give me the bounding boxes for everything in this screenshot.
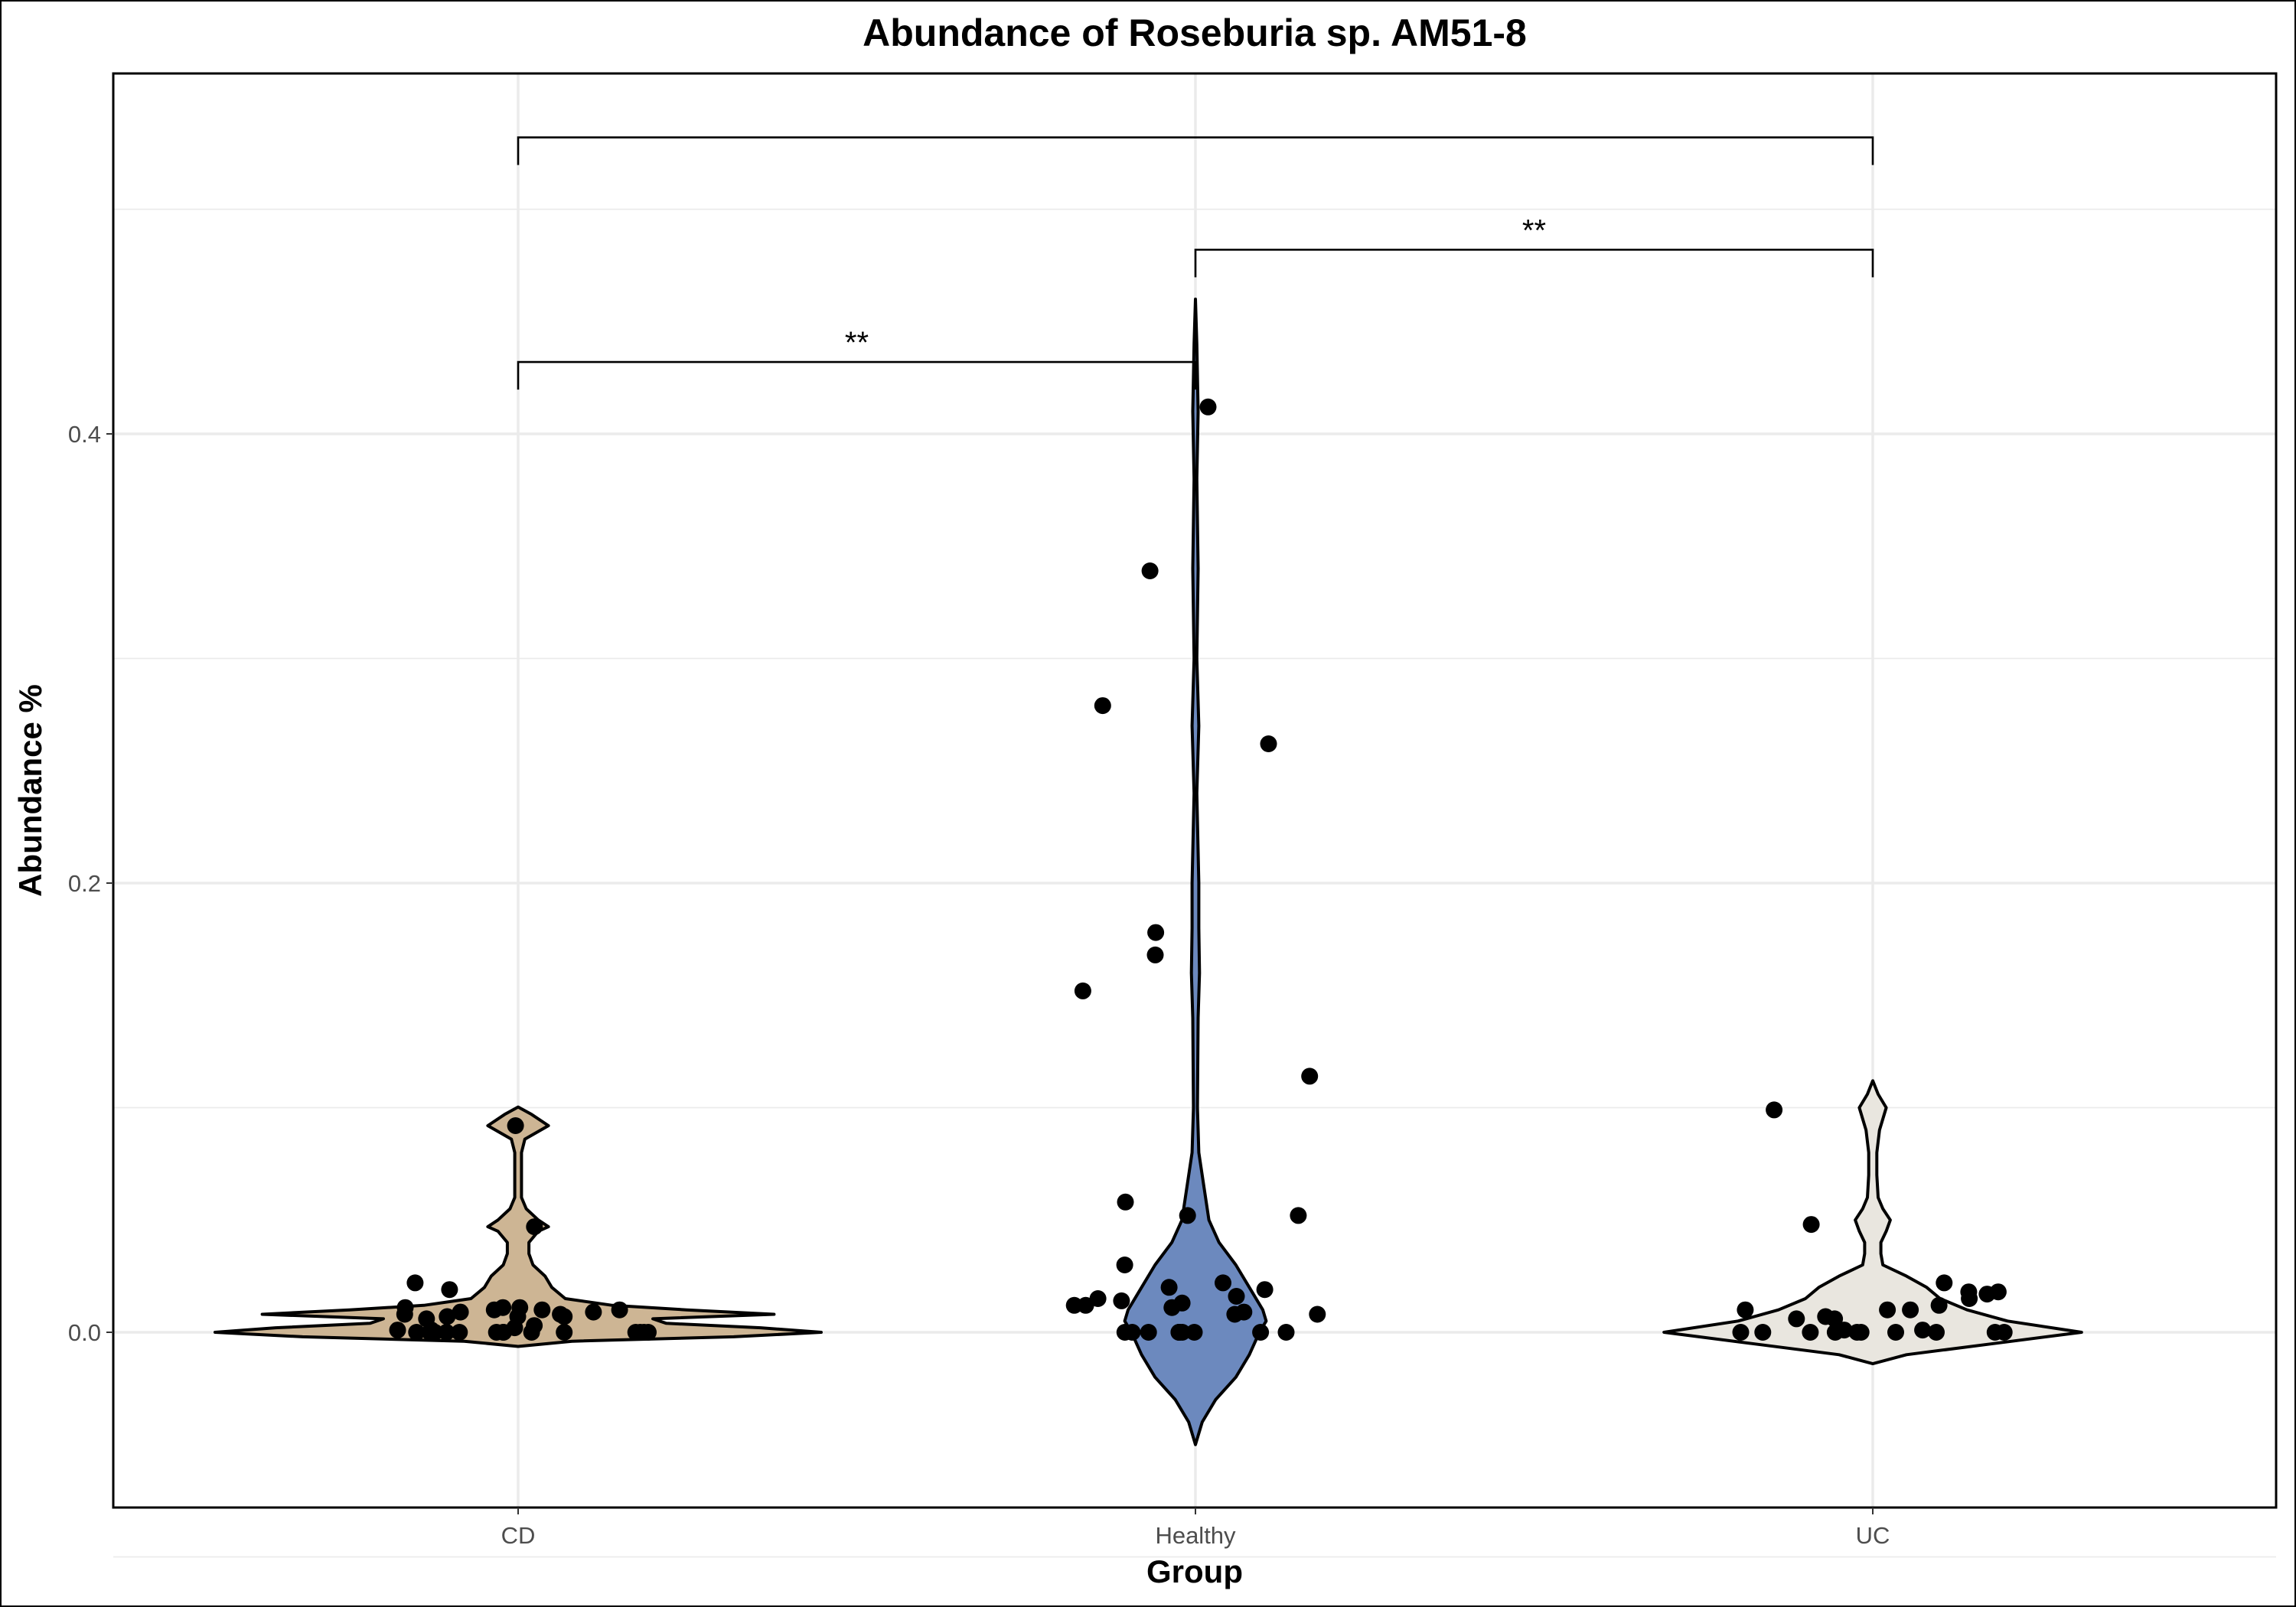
data-point-healthy xyxy=(1256,1281,1274,1299)
axis-ticks: 0.0 0.2 0.4 CD Healthy UC xyxy=(68,421,1890,1549)
significance-bracket xyxy=(517,136,1874,165)
data-point-healthy xyxy=(1094,697,1111,715)
data-point-cd xyxy=(406,1274,424,1292)
data-point-healthy xyxy=(1065,1296,1083,1314)
y-axis-title: Abundance % xyxy=(12,684,48,897)
data-point-healthy xyxy=(1215,1274,1231,1292)
significance-label: ** xyxy=(1522,214,1546,247)
data-point-healthy xyxy=(1179,1207,1196,1224)
y-tick-label: 0.4 xyxy=(68,421,101,448)
data-point-uc xyxy=(1802,1216,1820,1234)
data-point-cd xyxy=(439,1308,456,1325)
data-point-healthy xyxy=(1163,1299,1181,1316)
significance-label: ** xyxy=(845,326,869,360)
data-point-uc xyxy=(1826,1324,1844,1341)
data-point-healthy xyxy=(1141,562,1159,579)
data-point-uc xyxy=(1788,1310,1805,1328)
data-points xyxy=(389,398,2013,1341)
data-point-cd xyxy=(585,1303,602,1321)
data-point-healthy xyxy=(1116,1324,1133,1341)
x-tick-label: CD xyxy=(501,1522,536,1549)
data-point-healthy xyxy=(1309,1305,1326,1323)
data-point-healthy xyxy=(1228,1288,1245,1305)
violin-uc xyxy=(1662,1079,2083,1366)
significance-brackets: ** ** xyxy=(517,136,1874,390)
data-point-cd xyxy=(408,1324,426,1341)
data-point-healthy xyxy=(1113,1292,1130,1309)
data-point-healthy xyxy=(1252,1324,1270,1341)
data-point-uc xyxy=(1826,1310,1844,1328)
significance-bracket xyxy=(517,360,1197,390)
data-point-cd xyxy=(507,1117,524,1134)
y-tick-label: 0.2 xyxy=(68,870,101,897)
data-point-uc xyxy=(1802,1324,1819,1341)
data-point-healthy xyxy=(1170,1324,1188,1341)
y-tick-label: 0.0 xyxy=(68,1319,101,1346)
data-point-cd xyxy=(640,1324,657,1341)
data-point-uc xyxy=(1766,1101,1783,1119)
data-point-healthy xyxy=(1074,982,1091,999)
data-point-cd xyxy=(438,1324,455,1341)
x-tick-label: UC xyxy=(1856,1522,1890,1549)
data-point-uc xyxy=(1928,1324,1945,1341)
data-point-healthy xyxy=(1147,924,1165,941)
data-point-uc xyxy=(1879,1301,1896,1319)
data-point-cd xyxy=(526,1218,543,1236)
data-point-cd xyxy=(556,1308,573,1325)
data-point-healthy xyxy=(1117,1193,1134,1211)
data-point-uc xyxy=(1978,1286,1996,1303)
data-point-cd xyxy=(533,1301,551,1319)
data-point-healthy xyxy=(1160,1279,1178,1296)
data-point-healthy xyxy=(1277,1324,1295,1341)
data-point-uc xyxy=(1914,1322,1932,1339)
data-point-uc xyxy=(1936,1274,1953,1292)
data-point-healthy xyxy=(1260,735,1277,752)
data-point-cd xyxy=(452,1303,469,1321)
significance-bracket xyxy=(1194,249,1874,278)
data-point-uc xyxy=(1754,1324,1772,1341)
data-point-healthy xyxy=(1146,946,1164,963)
data-point-healthy xyxy=(1140,1324,1157,1341)
data-point-healthy xyxy=(1186,1324,1203,1341)
data-point-cd xyxy=(523,1324,540,1341)
data-point-cd xyxy=(451,1324,468,1341)
data-point-healthy xyxy=(1290,1207,1307,1224)
data-point-uc xyxy=(1852,1324,1870,1341)
data-point-healthy xyxy=(1089,1290,1107,1307)
data-point-cd xyxy=(556,1324,573,1341)
violin-healthy xyxy=(1123,297,1268,1446)
data-point-cd xyxy=(421,1324,439,1341)
data-point-uc xyxy=(1995,1324,2013,1341)
data-point-uc xyxy=(1930,1296,1948,1314)
data-point-healthy xyxy=(1116,1257,1133,1273)
data-point-cd xyxy=(441,1281,458,1299)
data-point-healthy xyxy=(1226,1305,1244,1323)
x-axis-title: Group xyxy=(1146,1553,1243,1589)
data-point-uc xyxy=(1737,1301,1754,1319)
data-point-cd xyxy=(485,1301,503,1319)
data-point-cd xyxy=(611,1301,628,1319)
data-point-uc xyxy=(1887,1324,1904,1341)
data-point-healthy xyxy=(1301,1068,1319,1085)
data-point-cd xyxy=(495,1324,512,1341)
data-point-uc xyxy=(1902,1301,1919,1319)
data-point-uc xyxy=(1732,1324,1750,1341)
data-point-cd xyxy=(389,1322,406,1339)
data-point-healthy xyxy=(1199,398,1217,416)
data-point-uc xyxy=(1961,1290,1978,1307)
data-point-cd xyxy=(396,1305,413,1323)
chart-title: Abundance of Roseburia sp. AM51-8 xyxy=(863,11,1527,54)
x-tick-label: Healthy xyxy=(1155,1522,1236,1549)
